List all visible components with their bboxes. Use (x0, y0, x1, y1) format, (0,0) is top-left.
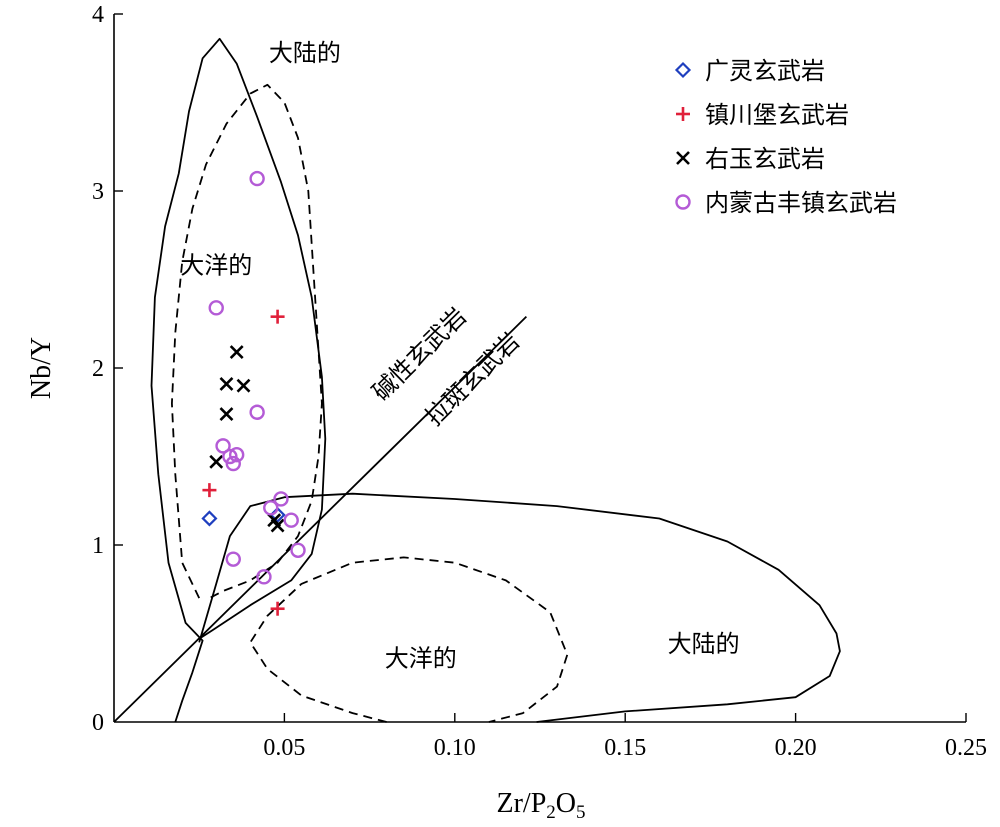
y-tick-label-3: 3 (92, 179, 104, 205)
point-s3-2 (249, 404, 265, 420)
point-s3-11 (225, 551, 241, 567)
field-label-1: 大洋的 (180, 251, 252, 279)
field-outline-0 (150, 37, 327, 723)
point-s3-0 (249, 170, 265, 187)
point-s0-0 (201, 510, 218, 527)
point-s1-2 (270, 601, 285, 616)
point-s3-9 (283, 512, 299, 528)
point-s1-0 (202, 483, 217, 498)
field-outline-1 (170, 83, 323, 599)
point-s2-0 (229, 345, 244, 359)
field-label-2: 大陆的 (668, 630, 740, 658)
point-s3-10 (290, 542, 306, 559)
point-s3-12 (256, 569, 272, 585)
field-outline-3 (249, 556, 569, 723)
y-axis-title: Nb/Y (26, 337, 57, 399)
point-s3-6 (225, 455, 241, 472)
point-s1-1 (270, 309, 285, 324)
x-tick-label-0: 0.05 (263, 735, 305, 761)
point-s3-1 (208, 300, 224, 316)
legend-label-1: 镇川堡玄武岩 (705, 101, 849, 129)
x-tick-label-1: 0.10 (434, 735, 476, 761)
point-s3-7 (263, 500, 279, 516)
field-outline-2 (198, 492, 841, 723)
legend-label-2: 右玉玄武岩 (705, 145, 825, 173)
point-s2-4 (209, 454, 224, 469)
point-s2-6 (267, 513, 282, 528)
data-points (201, 170, 306, 616)
tectonic-fields (150, 37, 841, 723)
legend-label-3: 内蒙古丰镇玄武岩 (705, 189, 897, 217)
legend-label-0: 广灵玄武岩 (705, 57, 825, 85)
point-s2-1 (219, 377, 234, 391)
point-s2-2 (236, 378, 251, 393)
legend-marker-3 (675, 194, 691, 210)
point-s3-3 (215, 438, 231, 454)
y-tick-label-1: 1 (92, 533, 104, 559)
y-tick-label-0: 0 (92, 710, 104, 736)
legend-marker-1 (676, 107, 690, 121)
legend-marker-0 (674, 61, 692, 79)
point-s3-8 (273, 491, 289, 507)
y-tick-label-2: 2 (92, 356, 104, 382)
x-axis-title: Zr/P2O5 (496, 788, 585, 823)
point-s3-4 (222, 448, 238, 465)
y-tick-label-4: 4 (92, 2, 104, 28)
boundary-line (113, 316, 527, 723)
field-label-3: 大洋的 (385, 644, 457, 672)
x-tick-label-4: 0.25 (945, 735, 987, 761)
point-s3-5 (228, 447, 245, 463)
x-tick-label-3: 0.20 (775, 735, 817, 761)
x-tick-label-2: 0.15 (604, 735, 646, 761)
point-s2-3 (219, 407, 234, 421)
field-label-0: 大陆的 (269, 39, 341, 67)
alkaline-tholeiite-boundary (113, 316, 527, 723)
tick-marks: 0.05 0.10 0.15 0.20 0.25 0 1 2 3 4 (92, 2, 987, 761)
legend-marker-2 (676, 151, 690, 165)
